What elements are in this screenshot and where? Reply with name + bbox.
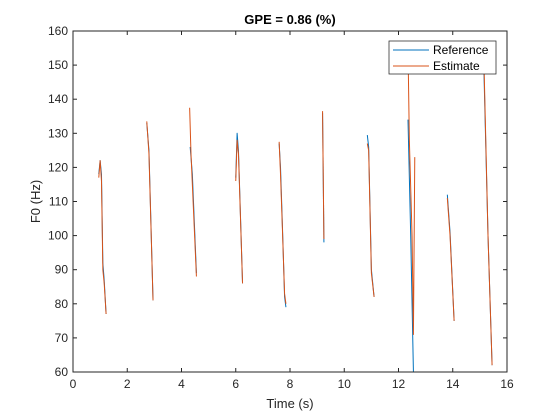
x-tick-label: 8 [287,377,294,391]
x-tick-label: 14 [446,377,460,391]
x-tick-label: 10 [338,377,352,391]
y-axis-label: F0 (Hz) [28,180,43,223]
x-tick-label: 0 [70,377,77,391]
y-tick-label: 100 [48,229,68,243]
y-tick-label: 150 [48,58,68,72]
y-tick-label: 80 [55,297,69,311]
x-tick-label: 4 [178,377,185,391]
x-tick-label: 16 [500,377,514,391]
legend-label-estimate: Estimate [433,59,480,73]
estimate-line-segment [483,61,493,366]
estimate-line-segment [407,48,416,335]
estimate-line-segment [235,139,244,284]
chart-title: GPE = 0.86 (%) [244,12,335,27]
y-tick-label: 160 [48,24,68,38]
estimate-line-segment [278,141,287,304]
y-tick-label: 140 [48,92,68,106]
x-tick-label: 6 [232,377,239,391]
y-tick-label: 120 [48,160,68,174]
y-tick-label: 110 [49,195,68,209]
legend-box [388,40,497,75]
y-tick-label: 70 [55,331,69,345]
axes-background [73,31,507,372]
estimate-line-segment [366,143,375,298]
legend[interactable]: Reference Estimate [388,40,497,75]
estimate-line-segment [446,198,455,321]
y-tick-label: 130 [48,126,68,140]
estimate-line-segment [146,121,154,301]
x-tick-label: 2 [124,377,131,391]
estimate-line-segment [98,160,107,315]
series-layer [98,48,493,372]
x-tick-label: 12 [392,377,406,391]
legend-label-reference: Reference [433,43,489,57]
y-tick-label: 90 [55,263,69,277]
series-estimate [98,48,493,366]
x-axis-label: Time (s) [266,396,313,411]
estimate-line-segment [322,111,325,240]
ticks-layer: 0 2 4 6 8 10 12 14 16 60 70 80 90 100 110 120 130 140 150 1… [48,24,514,391]
estimate-line-segment [189,107,197,277]
reference-line-segment [407,119,414,372]
y-tick-label: 60 [55,365,69,379]
